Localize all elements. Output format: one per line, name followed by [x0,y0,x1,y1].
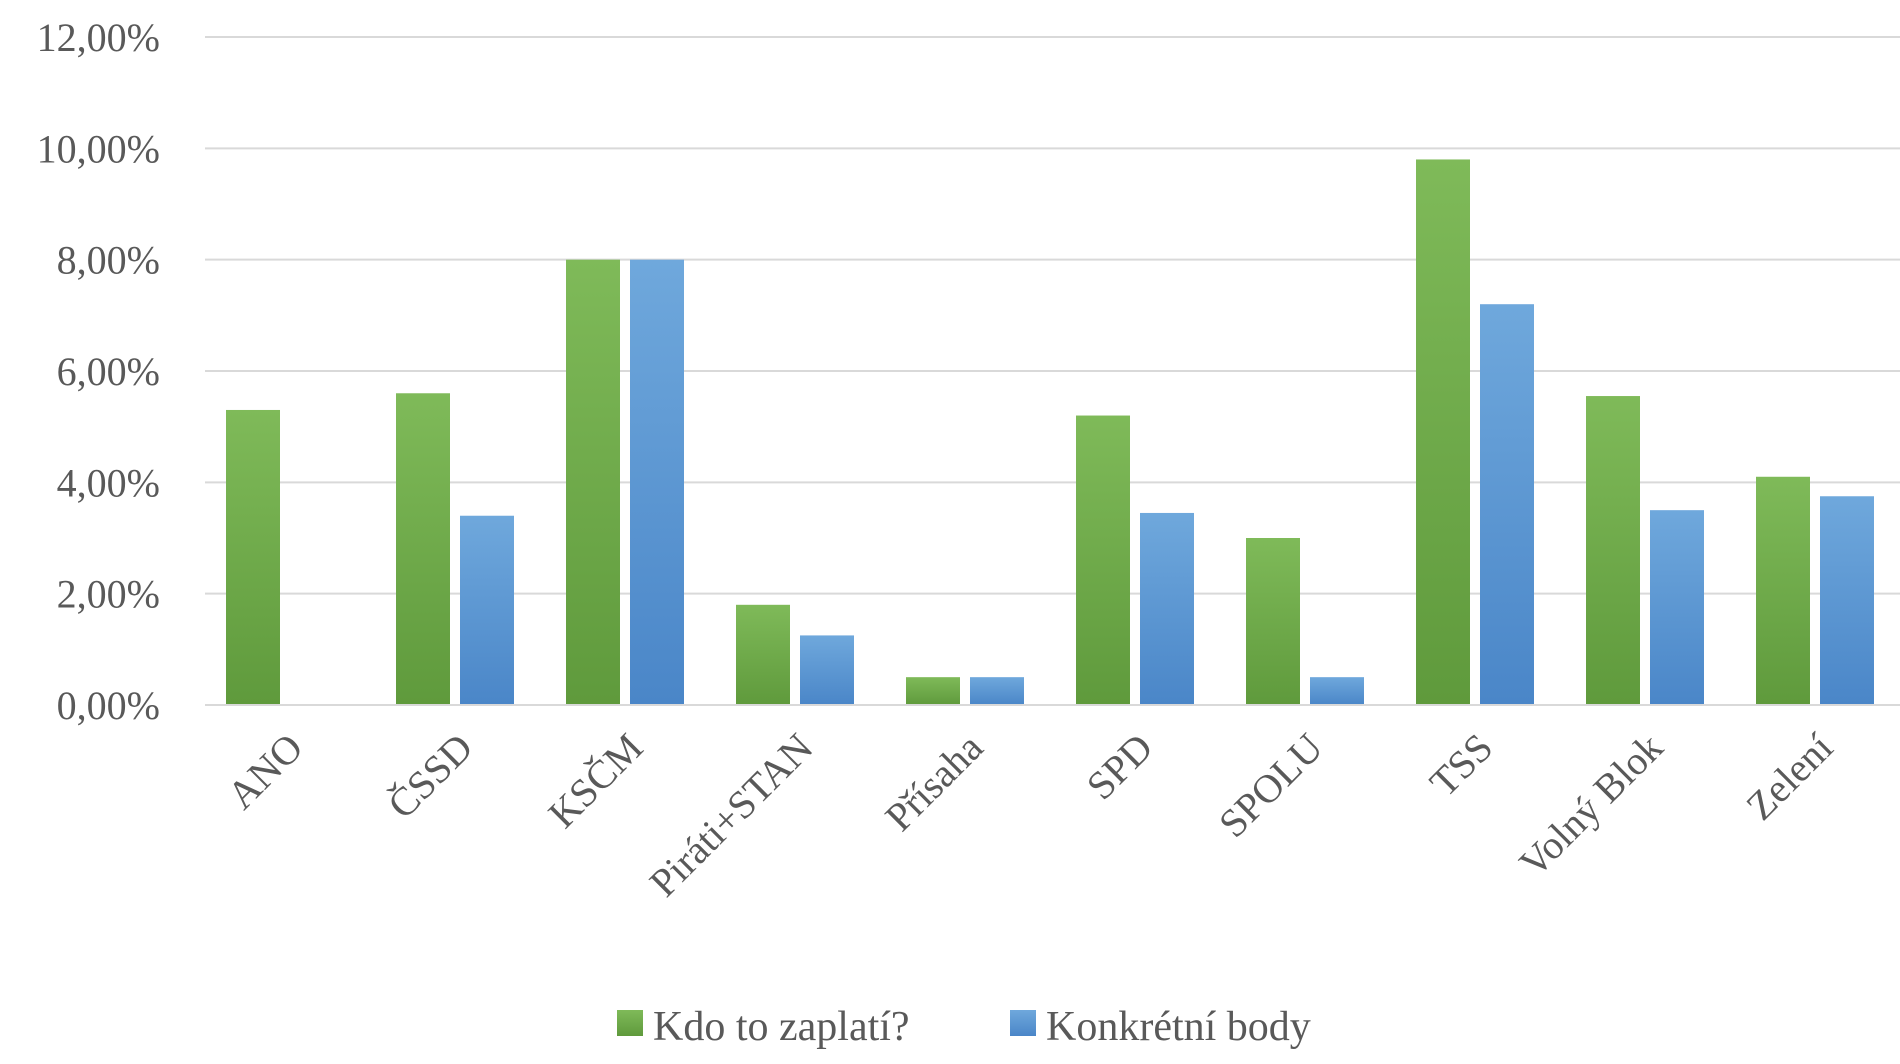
x-category-label: Přísaha [876,724,991,839]
bar-kdo-to-zaplati [1246,538,1300,705]
x-category-label: KSČM [539,725,651,837]
bar-konkretni-body [1310,677,1364,705]
legend-entry-label: Konkrétní body [1046,1004,1311,1050]
x-category-label: Zelení [1737,725,1841,829]
y-tick-label: 10,00% [37,126,160,171]
y-tick-label: 4,00% [57,460,160,505]
bar-konkretni-body [630,259,684,705]
y-axis-tick-labels: 0,00% 2,00% 4,00% 6,00% 8,00% 10,00% 12,00% [37,15,160,728]
legend-swatch [617,1010,643,1036]
legend: Kdo to zaplatí? Konkrétní body [617,1004,1311,1050]
bar-kdo-to-zaplati [736,604,790,705]
bar-kdo-to-zaplati [566,259,620,705]
gridlines [205,36,1900,595]
bar-konkretni-body [460,515,514,705]
bar-konkretni-body [1820,496,1874,705]
bar-kdo-to-zaplati [1076,415,1130,705]
x-category-label: Volný Blok [1510,725,1671,886]
bar-konkretni-body [1480,304,1534,705]
bar-konkretni-body [970,677,1024,705]
x-category-label: SPOLU [1210,724,1331,845]
bar-kdo-to-zaplati [396,393,450,705]
x-category-label: TSS [1421,725,1502,806]
bar-konkretni-body [800,635,854,705]
legend-swatch [1010,1010,1036,1036]
legend-entry-label: Kdo to zaplatí? [653,1004,910,1050]
x-category-label: ČSSD [379,725,482,828]
x-category-label: Piráti+STAN [641,725,822,906]
y-tick-label: 12,00% [37,15,160,60]
bar-kdo-to-zaplati [1416,159,1470,705]
x-category-label: SPD [1078,725,1162,809]
y-tick-label: 8,00% [57,238,160,283]
bar-kdo-to-zaplati [906,677,960,705]
bar-kdo-to-zaplati [1586,396,1640,705]
bar-kdo-to-zaplati [226,409,280,705]
bar-konkretni-body [1650,510,1704,705]
x-category-label: ANO [218,725,311,818]
bars [226,159,1874,705]
y-tick-label: 0,00% [57,683,160,728]
y-tick-label: 6,00% [57,349,160,394]
bar-kdo-to-zaplati [1756,476,1810,705]
y-tick-label: 2,00% [57,572,160,617]
bar-konkretni-body [1140,512,1194,705]
